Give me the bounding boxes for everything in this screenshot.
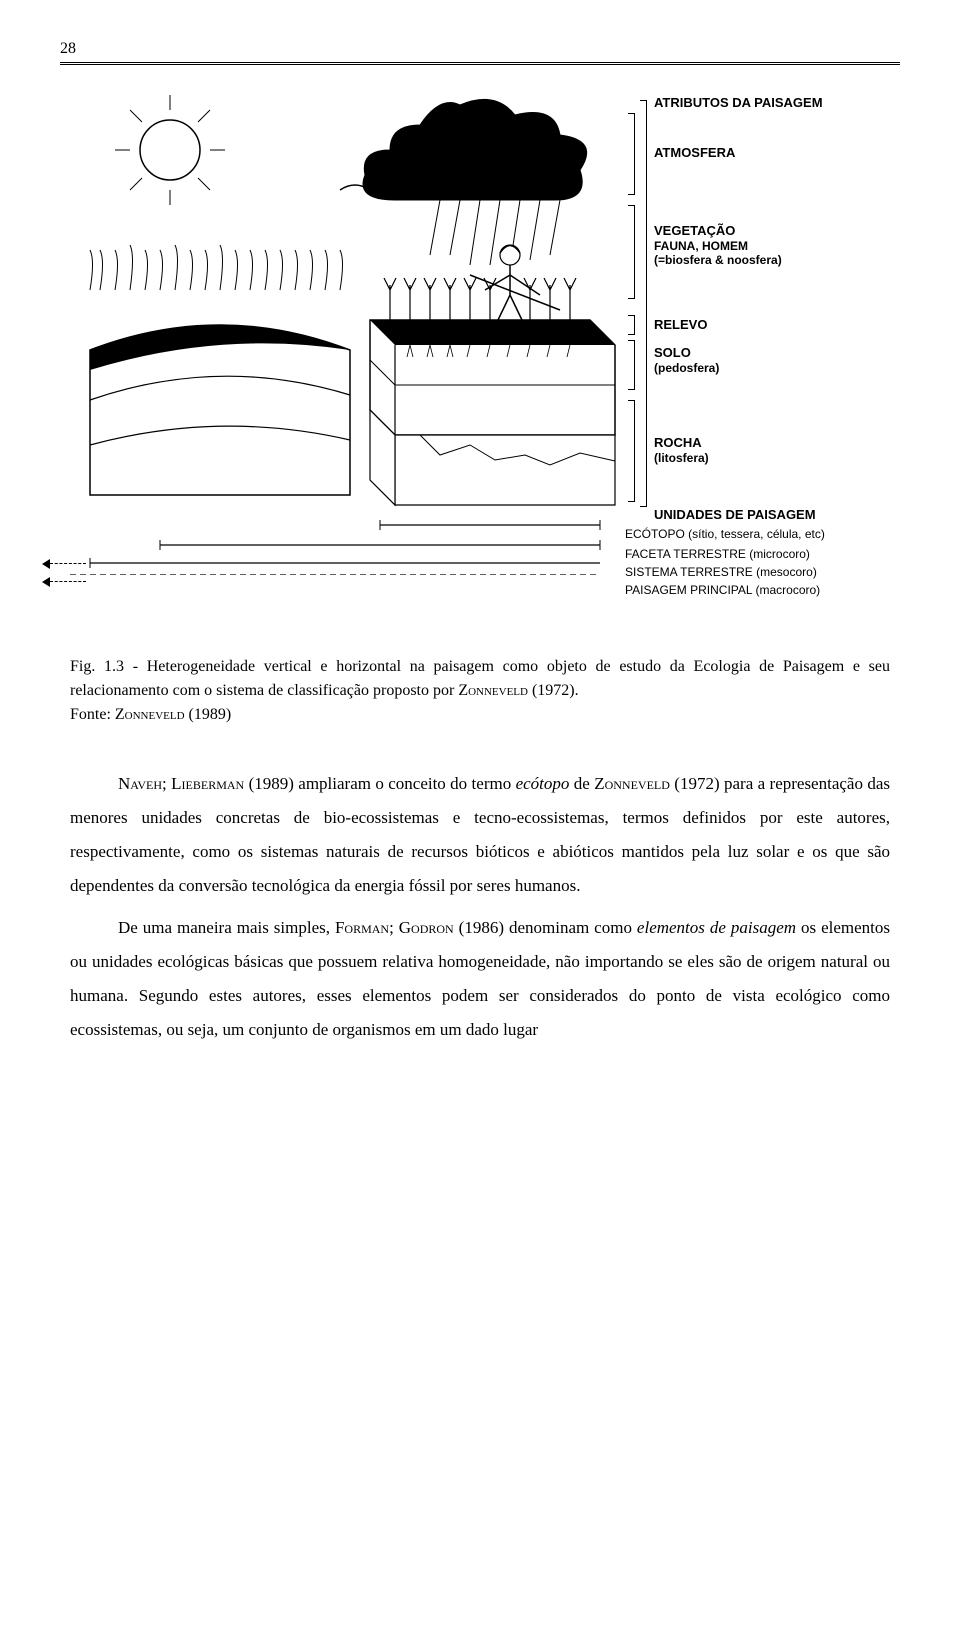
label-rocha-l2: (litosfera) <box>654 451 709 465</box>
p1-author1: Naveh; Lieberman <box>118 774 244 793</box>
label-solo-l2: (pedosfera) <box>654 361 719 375</box>
label-vegetacao-l2: FAUNA, HOMEM <box>654 239 782 253</box>
label-solo-l1: SOLO <box>654 345 691 360</box>
landscape-diagram: ATRIBUTOS DA PAISAGEM ATMOSFERA VEGETAÇÃ… <box>70 95 890 625</box>
label-rocha: ROCHA (litosfera) <box>654 435 709 465</box>
fig-caption-year: (1972). <box>528 682 579 699</box>
label-sistema: SISTEMA TERRESTRE (mesocoro) <box>625 565 817 579</box>
paragraph-1: Naveh; Lieberman (1989) ampliaram o conc… <box>70 767 890 903</box>
p1-t2: de <box>569 774 594 793</box>
p1-t1: (1989) ampliaram o conceito do termo <box>244 774 515 793</box>
label-ecotopo: ECÓTOPO (sítio, tessera, célula, etc) <box>625 527 825 541</box>
fig-caption-author: Zonneveld <box>458 682 528 699</box>
diagram-svg <box>70 95 630 575</box>
fig-source-author: Zonneveld <box>115 706 185 723</box>
p1-i1: ecótopo <box>516 774 570 793</box>
label-atmosfera: ATMOSFERA <box>654 145 735 161</box>
paragraph-2: De uma maneira mais simples, Forman; God… <box>70 911 890 1047</box>
label-solo: SOLO (pedosfera) <box>654 345 719 375</box>
figure-caption: Fig. 1.3 - Heterogeneidade vertical e ho… <box>70 655 890 727</box>
label-atributos: ATRIBUTOS DA PAISAGEM <box>654 95 823 111</box>
label-rocha-l1: ROCHA <box>654 435 702 450</box>
header-rule <box>60 62 900 65</box>
label-vegetacao-l1: VEGETAÇÃO <box>654 223 735 238</box>
label-faceta: FACETA TERRESTRE (microcoro) <box>625 547 810 561</box>
label-vegetacao-l3: (=biosfera & noosfera) <box>654 253 782 267</box>
label-paisagem: PAISAGEM PRINCIPAL (macrocoro) <box>625 583 820 597</box>
figure-1-3: ATRIBUTOS DA PAISAGEM ATMOSFERA VEGETAÇÃ… <box>60 95 900 727</box>
label-vegetacao: VEGETAÇÃO FAUNA, HOMEM (=biosfera & noos… <box>654 223 782 267</box>
p2-i1: elementos de paisagem <box>637 918 796 937</box>
p2-t2: (1986) denominam como <box>454 918 637 937</box>
p1-author2: Zonneveld <box>594 774 670 793</box>
p2-t1: De uma maneira mais simples, <box>118 918 335 937</box>
fig-source-prefix: Fonte: <box>70 706 115 723</box>
fig-source-year: (1989) <box>185 706 232 723</box>
page-number: 28 <box>60 40 900 58</box>
p2-author1: Forman; Godron <box>335 918 454 937</box>
label-unidades: UNIDADES DE PAISAGEM <box>654 507 816 523</box>
label-relevo: RELEVO <box>654 317 707 333</box>
